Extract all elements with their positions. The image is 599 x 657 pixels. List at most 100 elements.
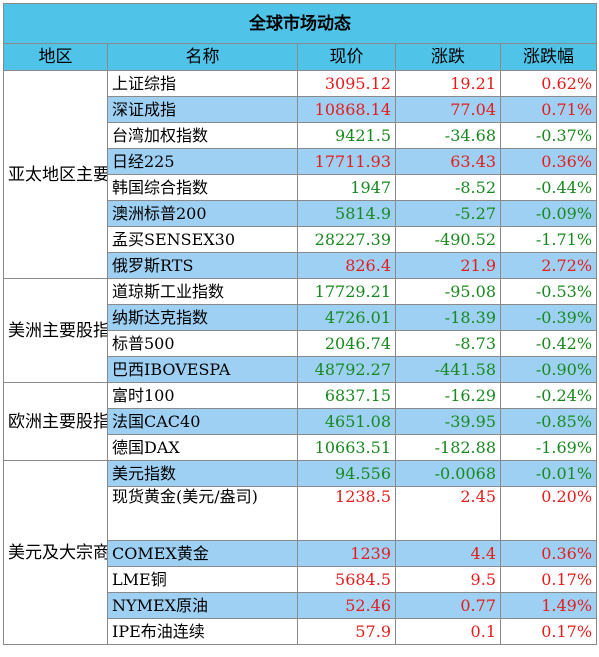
table-row: 美洲主要股指 道琼斯工业指数 17729.21 -95.08 -0.53% — [3, 278, 598, 383]
change-cell: -490.52 — [395, 226, 501, 253]
price-cell: 10663.51 — [297, 434, 396, 461]
change-cell: 63.43 — [395, 148, 501, 175]
change-cell: -8.52 — [395, 174, 501, 201]
change-pct-cell: 0.20% — [499, 486, 598, 541]
change-cell: -182.88 — [395, 434, 501, 461]
change-pct-cell: -0.09% — [499, 200, 598, 227]
region-cell: 美元及大宗商品 — [3, 460, 108, 645]
price-cell: 3095.12 — [297, 70, 396, 97]
table-row: 韩国综合指数 1947 -8.52 -0.44% — [4, 174, 598, 201]
change-pct-cell: 2.72% — [499, 252, 598, 279]
price-cell: 5814.9 — [297, 200, 396, 227]
change-cell: 19.21 — [395, 70, 501, 97]
price-cell: 4651.08 — [297, 408, 396, 435]
header-region: 地区 — [3, 43, 108, 71]
price-cell: 6837.15 — [297, 382, 396, 409]
change-pct-cell: -0.24% — [499, 382, 598, 409]
header-change: 涨跌 — [395, 43, 501, 71]
change-pct-cell: -0.39% — [499, 304, 598, 331]
change-cell: -5.27 — [395, 200, 501, 227]
change-pct-cell: 0.71% — [499, 96, 598, 123]
index-name-cell: 孟买SENSEX30 — [107, 226, 298, 253]
table-row: IPE布油连续 57.9 0.1 0.17% — [4, 618, 598, 645]
change-pct-cell: 0.36% — [499, 148, 598, 175]
price-cell: 826.4 — [297, 252, 396, 279]
change-cell: 0.77 — [395, 592, 501, 619]
change-cell: -8.73 — [395, 330, 501, 357]
table-row: 俄罗斯RTS 826.4 21.9 2.72% — [4, 252, 598, 279]
change-pct-cell: -0.85% — [499, 408, 598, 435]
change-pct-cell: -0.53% — [499, 278, 598, 305]
index-name-cell: 巴西IBOVESPA — [107, 356, 298, 383]
index-name-cell: 上证综指 — [107, 70, 298, 97]
index-name-cell: 法国CAC40 — [107, 408, 298, 435]
header-row: 地区 名称 现价 涨跌 涨跌幅 — [3, 43, 598, 71]
index-name-cell: 美元指数 — [107, 460, 298, 487]
index-name-cell: NYMEX原油 — [107, 592, 298, 619]
change-cell: -39.95 — [395, 408, 501, 435]
change-cell: 0.1 — [395, 618, 501, 645]
header-name: 名称 — [107, 43, 298, 71]
index-name-cell: 标普500 — [107, 330, 298, 357]
table-row: 日经225 17711.93 63.43 0.36% — [4, 148, 598, 175]
region-cell: 欧洲主要股指 — [3, 382, 108, 461]
table-row: 法国CAC40 4651.08 -39.95 -0.85% — [4, 408, 598, 435]
price-cell: 28227.39 — [297, 226, 396, 253]
table-row: 纳斯达克指数 4726.01 -18.39 -0.39% — [4, 304, 598, 331]
price-cell: 5684.5 — [297, 566, 396, 593]
change-cell: -95.08 — [395, 278, 501, 305]
price-cell: 17711.93 — [297, 148, 396, 175]
change-pct-cell: -1.69% — [499, 434, 598, 461]
change-cell: -16.29 — [395, 382, 501, 409]
change-pct-cell: -0.01% — [499, 460, 598, 487]
price-cell: 1947 — [297, 174, 396, 201]
price-cell: 52.46 — [297, 592, 396, 619]
change-cell: 2.45 — [395, 486, 501, 541]
index-name-cell: 澳洲标普200 — [107, 200, 298, 227]
table-row: 美元及大宗商品美元指数94.556-0.0068-0.01% — [3, 460, 598, 645]
table-row: 深证成指 10868.14 77.04 0.71% — [4, 96, 598, 123]
change-pct-cell: 0.17% — [499, 566, 598, 593]
change-cell: -0.0068 — [395, 460, 501, 487]
change-cell: -34.68 — [395, 122, 501, 149]
change-pct-cell: -0.44% — [499, 174, 598, 201]
table-row: 台湾加权指数 9421.5 -34.68 -0.37% — [4, 122, 598, 149]
market-table-container: 全球市场动态 地区 名称 现价 涨跌 涨跌幅 亚太地区主要股指上证综指3095.… — [2, 3, 598, 645]
change-pct-cell: -0.42% — [499, 330, 598, 357]
change-pct-cell: 0.17% — [499, 618, 598, 645]
header-price: 现价 — [297, 43, 396, 71]
table-row: NYMEX原油 52.46 0.77 1.49% — [4, 592, 598, 619]
change-pct-cell: -0.90% — [499, 356, 598, 383]
change-pct-cell: 0.36% — [499, 540, 598, 567]
price-cell: 10868.14 — [297, 96, 396, 123]
index-name-cell: 韩国综合指数 — [107, 174, 298, 201]
index-name-cell: 德国DAX — [107, 434, 298, 461]
index-name-cell: COMEX黄金 — [107, 540, 298, 567]
table-body: 亚太地区主要股指上证综指3095.1219.210.62%深证成指10868.1… — [3, 70, 598, 645]
price-cell: 48792.27 — [297, 356, 396, 383]
header-pct: 涨跌幅 — [499, 43, 598, 71]
change-cell: 9.5 — [395, 566, 501, 593]
price-cell: 2046.74 — [297, 330, 396, 357]
table-row: LME铜 5684.5 9.5 0.17% — [4, 566, 598, 593]
price-cell: 17729.21 — [297, 278, 396, 305]
table-row: 澳洲标普200 5814.9 -5.27 -0.09% — [4, 200, 598, 227]
price-cell: 1239 — [297, 540, 396, 567]
price-cell: 94.556 — [297, 460, 396, 487]
market-table: 全球市场动态 地区 名称 现价 涨跌 涨跌幅 亚太地区主要股指上证综指3095.… — [2, 3, 598, 645]
change-cell: 21.9 — [395, 252, 501, 279]
change-pct-cell: 0.62% — [499, 70, 598, 97]
region-cell: 美洲主要股指 — [3, 278, 108, 383]
change-cell: 4.4 — [395, 540, 501, 567]
change-cell: 77.04 — [395, 96, 501, 123]
table-row: 欧洲主要股指 富时100 6837.15 -16.29 -0.24% — [3, 382, 598, 461]
change-cell: -18.39 — [395, 304, 501, 331]
change-pct-cell: 1.49% — [499, 592, 598, 619]
index-name-cell: 道琼斯工业指数 — [107, 278, 298, 305]
index-name-cell: 纳斯达克指数 — [107, 304, 298, 331]
table-title: 全球市场动态 — [2, 3, 598, 44]
index-name-cell: 深证成指 — [107, 96, 298, 123]
change-pct-cell: -1.71% — [499, 226, 598, 253]
change-pct-cell: -0.37% — [499, 122, 598, 149]
